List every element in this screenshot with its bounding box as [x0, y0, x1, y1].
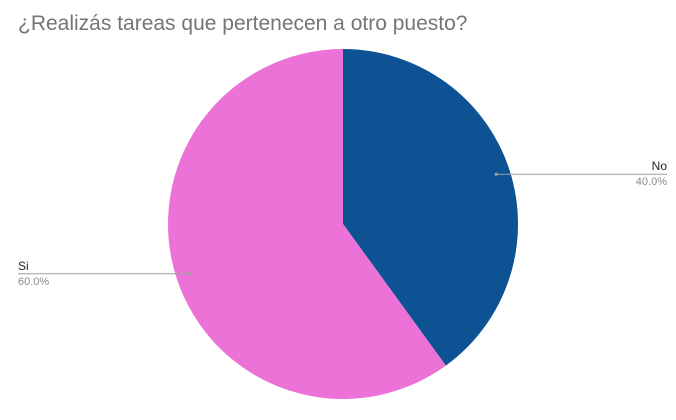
pie-leaders	[18, 172, 667, 276]
pie-slice-si	[167, 49, 446, 400]
slice-label-no: No	[652, 159, 668, 173]
slice-value-no: 40.0%	[636, 176, 667, 188]
pie-slice-no	[343, 49, 518, 366]
pie-slices	[167, 49, 518, 400]
slice-value-si: 60.0%	[18, 276, 49, 288]
slice-label-si: Si	[18, 259, 29, 273]
pie-labels: No 40.0% Si 60.0%	[18, 159, 667, 288]
chart-title: ¿Realizás tareas que pertenecen a otro p…	[18, 12, 468, 35]
